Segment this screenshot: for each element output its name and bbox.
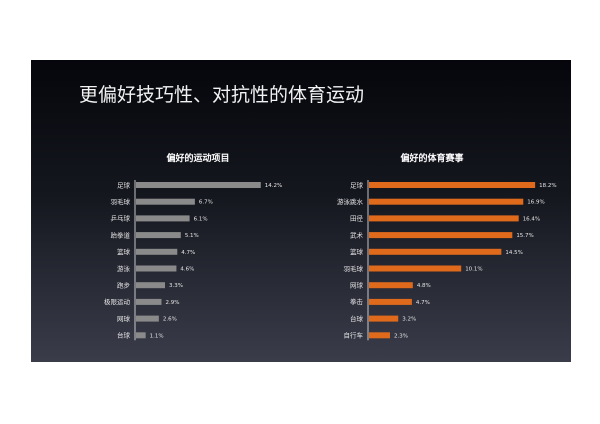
sports-value-label: 3.3%	[169, 283, 183, 289]
sports-value-label: 1.1%	[150, 333, 164, 339]
events-bar	[369, 232, 513, 239]
events-bar	[369, 182, 536, 188]
events-bar	[369, 248, 502, 255]
sports-category-label: 台球	[117, 331, 131, 340]
sports-bar	[136, 282, 165, 289]
sports-category-label: 乒乓球	[111, 214, 131, 223]
sports-bar	[136, 298, 162, 305]
sports-category-label: 篮球	[117, 247, 131, 256]
sports-value-label: 6.7%	[199, 200, 213, 206]
sports-category-label: 足球	[117, 180, 131, 189]
events-value-label: 16.9%	[527, 200, 544, 206]
events-value-label: 10.1%	[465, 267, 482, 273]
events-bar	[369, 332, 390, 339]
sports-bar	[136, 248, 178, 255]
sports-value-label: 4.6%	[180, 267, 194, 273]
sports-bar	[136, 215, 190, 222]
sports-category-label: 跆拳道	[111, 230, 131, 239]
sports-category-label: 游泳	[117, 264, 131, 273]
events-value-label: 4.8%	[417, 283, 431, 289]
sports-value-label: 4.7%	[181, 250, 195, 256]
sports-value-label: 2.6%	[163, 317, 177, 323]
sports-category-label: 跑步	[117, 281, 131, 290]
events-value-label: 4.7%	[416, 300, 430, 306]
sports-value-label: 2.9%	[165, 300, 179, 306]
sports-bar	[136, 315, 159, 322]
events-category-label: 篮球	[350, 247, 364, 256]
events-value-label: 2.3%	[394, 333, 408, 339]
events-bar	[369, 282, 413, 289]
sports-bar	[136, 232, 181, 239]
events-chart-title: 偏好的体育赛事	[400, 152, 463, 164]
events-category-label: 自行车	[344, 331, 364, 340]
events-value-label: 3.2%	[402, 317, 416, 323]
sports-category-label: 极限运动	[104, 297, 131, 306]
events-value-label: 14.5%	[505, 250, 522, 256]
events-value-label: 16.4%	[523, 216, 540, 222]
events-bar	[369, 215, 519, 222]
sports-bar	[136, 332, 146, 339]
sports-value-label: 6.1%	[194, 216, 208, 222]
events-bar	[369, 298, 412, 305]
sports-chart-title: 偏好的运动项目	[166, 152, 229, 164]
sports-bar	[136, 265, 177, 272]
slide: 更偏好技巧性、对抗性的体育运动 偏好的运动项目足球 14.2% 羽毛球 6.7% 乒乓球…	[31, 60, 571, 362]
events-category-label: 拳击	[350, 297, 364, 306]
events-category-label: 足球	[350, 180, 364, 189]
events-category-label: 羽毛球	[344, 264, 364, 273]
events-bar	[369, 265, 462, 272]
events-value-label: 15.7%	[516, 233, 533, 239]
events-bar	[369, 198, 524, 205]
events-category-label: 网球	[350, 281, 364, 290]
events-category-label: 台球	[350, 314, 364, 323]
sports-category-label: 网球	[117, 314, 131, 323]
sports-bar	[136, 182, 261, 188]
events-category-label: 田径	[350, 214, 364, 223]
sports-category-label: 羽毛球	[111, 197, 131, 206]
slide-title: 更偏好技巧性、对抗性的体育运动	[79, 84, 365, 106]
sports-bar	[136, 198, 195, 205]
events-category-label: 武术	[350, 230, 364, 239]
events-value-label: 18.2%	[539, 183, 556, 189]
events-bar	[369, 315, 399, 322]
sports-value-label: 5.1%	[185, 233, 199, 239]
events-category-label: 游泳跳水	[337, 197, 364, 206]
sports-value-label: 14.2%	[265, 183, 282, 189]
